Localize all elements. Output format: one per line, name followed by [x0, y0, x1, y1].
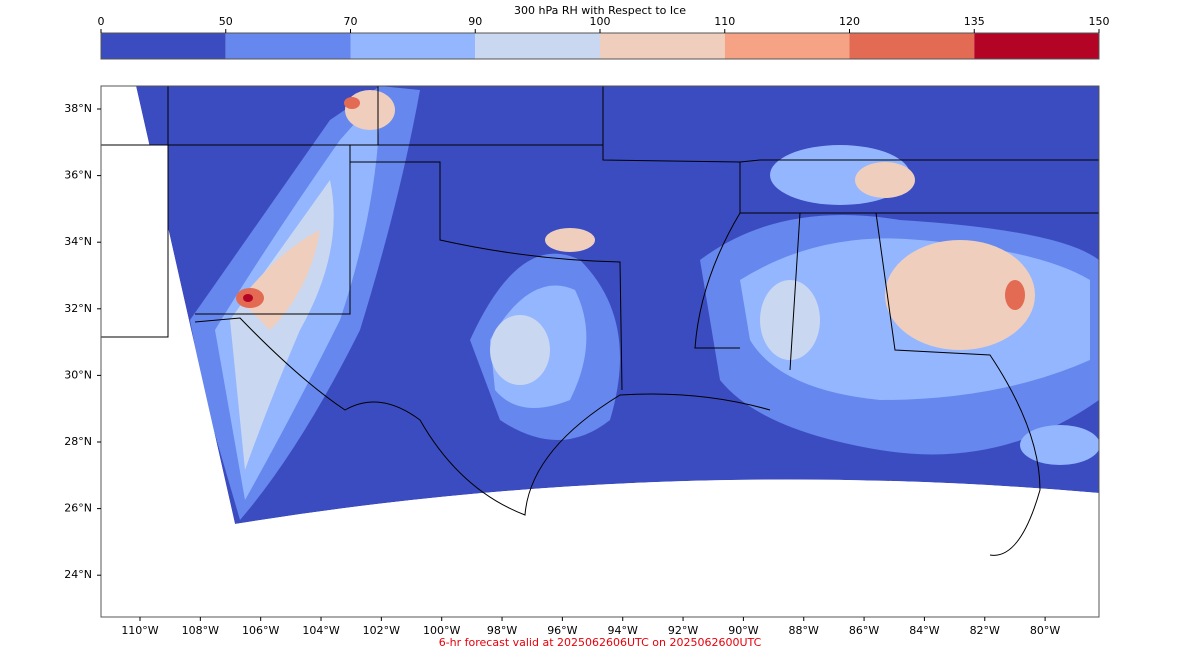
lat-label: 38°N — [64, 102, 92, 115]
colorbar-tick-label: 0 — [98, 15, 105, 28]
colorbar-tick-label: 120 — [839, 15, 860, 28]
colorbar-segment — [350, 33, 476, 59]
colorbar-segment — [974, 33, 1099, 59]
colorbar-tick-label: 110 — [714, 15, 735, 28]
colorbar-segment — [225, 33, 351, 59]
colorbar-tick-label: 70 — [344, 15, 358, 28]
lon-label: 90°W — [728, 624, 758, 637]
colorbar-tick-label: 90 — [468, 15, 482, 28]
map-field — [101, 86, 1099, 617]
colorbar-tick-label: 50 — [219, 15, 233, 28]
lon-label: 80°W — [1030, 624, 1060, 637]
lon-label: 98°W — [487, 624, 517, 637]
colorbar-tick-label: 150 — [1089, 15, 1110, 28]
colorbar-segment — [724, 33, 850, 59]
lon-label: 104°W — [302, 624, 339, 637]
lon-label: 106°W — [242, 624, 279, 637]
map-axes: 38°N 36°N 34°N 32°N 30°N 28°N 26°N 24°N 110°W 108… — [64, 102, 1060, 637]
lat-label: 24°N — [64, 568, 92, 581]
lon-label: 84°W — [909, 624, 939, 637]
lon-label: 86°W — [849, 624, 879, 637]
lon-label: 92°W — [668, 624, 698, 637]
colorbar-segment — [475, 33, 600, 59]
lon-label: 82°W — [970, 624, 1000, 637]
lat-label: 32°N — [64, 302, 92, 315]
lon-label: 96°W — [547, 624, 577, 637]
colorbar-title: 300 hPa RH with Respect to Ice — [514, 4, 686, 17]
lon-label: 94°W — [608, 624, 638, 637]
colorbar-segment — [600, 33, 725, 59]
lon-label: 100°W — [423, 624, 460, 637]
lon-label: 102°W — [363, 624, 400, 637]
colorbar-tick-label: 135 — [964, 15, 985, 28]
colorbar-segment — [101, 33, 226, 59]
map-frame — [100, 85, 1100, 618]
forecast-caption: 6-hr forecast valid at 2025062606UTC on … — [439, 636, 762, 649]
lon-label: 110°W — [121, 624, 158, 637]
lat-label: 36°N — [64, 169, 92, 182]
lat-label: 28°N — [64, 435, 92, 448]
lat-label: 26°N — [64, 502, 92, 515]
lon-label: 88°W — [789, 624, 819, 637]
colorbar-tick-label: 100 — [590, 15, 611, 28]
colorbar: 0 50 70 90 100 110 120 135 150 — [98, 15, 1110, 60]
lat-label: 34°N — [64, 235, 92, 248]
lat-label: 30°N — [64, 368, 92, 381]
colorbar-segment — [849, 33, 975, 59]
lon-label: 108°W — [182, 624, 219, 637]
